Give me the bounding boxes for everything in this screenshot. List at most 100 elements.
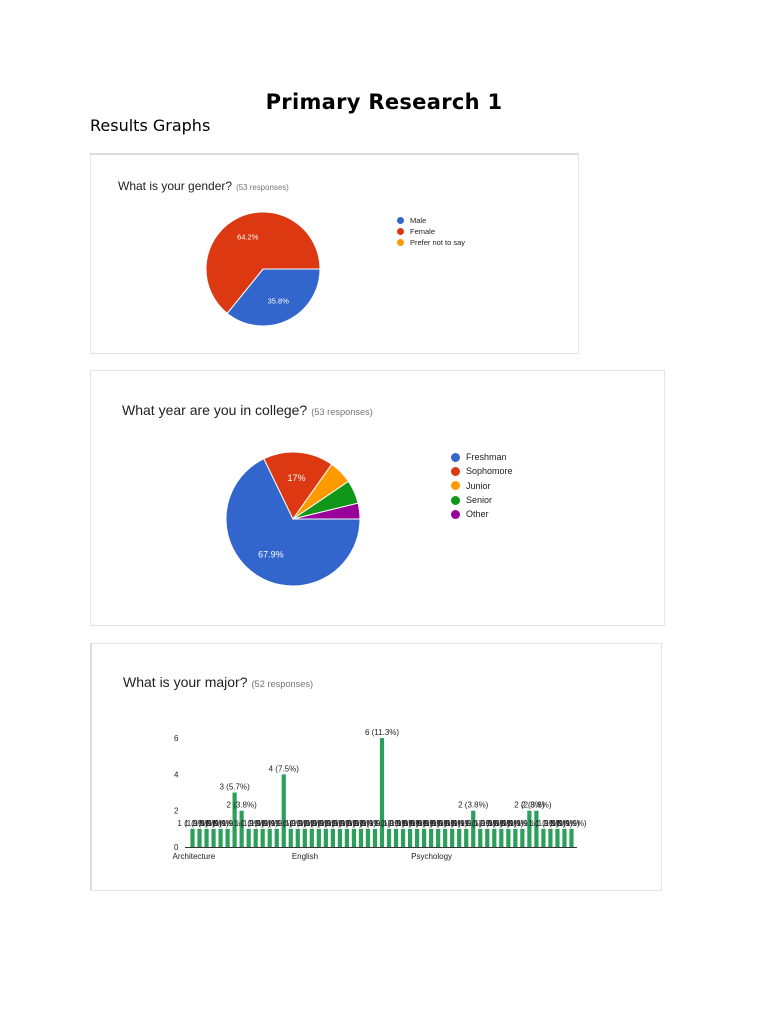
major-bar-34[interactable] — [429, 828, 434, 847]
major-bar-24[interactable] — [358, 828, 364, 847]
major-bar-6[interactable] — [232, 792, 237, 847]
major-bar-1[interactable] — [197, 828, 202, 847]
major-bar-27[interactable] — [379, 738, 385, 847]
major-bar-label-34: 1 (1.9%) — [416, 819, 447, 828]
major-bar-53[interactable] — [562, 828, 567, 847]
major-bar-51[interactable] — [548, 828, 553, 847]
major-bar-12[interactable] — [274, 828, 279, 847]
major-bar-22[interactable] — [344, 828, 350, 847]
major-bar-4[interactable] — [218, 828, 223, 847]
major-bar-18[interactable] — [316, 828, 321, 847]
legend-label-other: Other — [466, 509, 489, 520]
major-bar-29[interactable] — [393, 828, 399, 847]
major-bar-label-9: 1 (1.9%) — [241, 819, 272, 828]
major-bar-52[interactable] — [555, 828, 560, 847]
major-bar-30[interactable] — [400, 828, 406, 847]
year-response-count: (53 responses) — [311, 407, 373, 417]
major-bar-label-40: 2 (3.8%) — [458, 801, 489, 810]
year-slice-sophomore[interactable] — [263, 451, 333, 520]
major-bar-label-27: 6 (11.3%) — [365, 728, 399, 737]
major-bar-41[interactable] — [478, 828, 483, 847]
major-response-count: (52 responses) — [251, 679, 314, 689]
major-bar-label-4: 1 (1.9%) — [205, 819, 236, 828]
major-bar-42[interactable] — [485, 828, 490, 847]
major-y-tick-2: 2 — [174, 807, 179, 816]
major-bar-37[interactable] — [450, 828, 455, 847]
gender-slice-male[interactable] — [226, 268, 321, 327]
major-bar-label-46: 1 (1.9%) — [500, 819, 531, 828]
major-bar-28[interactable] — [386, 828, 392, 847]
major-bar-25[interactable] — [365, 828, 371, 847]
year-slice-label-freshman: 67.9% — [258, 549, 284, 559]
year-slice-freshman[interactable] — [225, 458, 361, 587]
major-bar-5[interactable] — [225, 828, 230, 847]
major-bar-label-33: 1 (1.9%) — [409, 819, 440, 828]
major-bar-label-44: 1 (1.9%) — [486, 819, 517, 828]
legend-item-male[interactable]: Male — [397, 215, 465, 226]
major-bar-label-23: 1 (1.9%) — [339, 819, 370, 828]
major-bar-14[interactable] — [288, 828, 293, 847]
major-question-title: What is your major? (52 responses) — [123, 674, 313, 690]
major-bar-40[interactable] — [471, 810, 476, 847]
major-bar-8[interactable] — [246, 828, 251, 847]
major-bar-50[interactable] — [541, 828, 546, 847]
major-bar-44[interactable] — [499, 828, 504, 847]
major-bar-35[interactable] — [436, 828, 441, 847]
gender-chart-card: What is your gender? (53 responses) 35.8%… — [90, 153, 579, 354]
legend-item-female[interactable]: Female — [397, 226, 465, 237]
major-bar-label-24: 1 (1.9%) — [346, 819, 377, 828]
major-bar-33[interactable] — [422, 828, 427, 847]
major-bar-label-1: 1 (1.9%) — [184, 819, 215, 828]
major-bar-label-12: 1 (1.9%) — [262, 819, 293, 828]
major-bar-label-54: 1 (1.9%) — [556, 819, 587, 828]
major-bar-26[interactable] — [372, 828, 378, 847]
major-bar-36[interactable] — [443, 828, 448, 847]
year-slice-other[interactable] — [292, 502, 361, 520]
legend-item-other[interactable]: Other — [451, 507, 513, 521]
major-bar-0[interactable] — [190, 828, 195, 847]
major-bar-label-6: 3 (5.7%) — [220, 783, 251, 792]
major-chart-card: What is your major? (52 responses) 0 2 4 6 1 … — [90, 643, 662, 891]
major-bar-label-29: 1 (1.9%) — [381, 819, 412, 828]
major-bar-39[interactable] — [464, 828, 469, 847]
document-subtitle: Results Graphs — [90, 116, 211, 135]
legend-item-freshman[interactable]: Freshman — [451, 450, 513, 464]
major-bar-11[interactable] — [267, 828, 272, 847]
legend-item-prefer-not-to-say[interactable]: Prefer not to say — [397, 237, 465, 248]
year-slice-label-sophomore: 17% — [287, 473, 305, 483]
major-bar-45[interactable] — [506, 828, 511, 847]
major-bar-31[interactable] — [407, 828, 413, 847]
major-bar-21[interactable] — [337, 828, 342, 847]
major-bar-43[interactable] — [492, 828, 497, 847]
major-bar-7[interactable] — [239, 810, 244, 847]
major-bar-label-0: 1 (1.9%) — [177, 819, 208, 828]
legend-label-female: Female — [410, 227, 436, 236]
major-bar-48[interactable] — [527, 810, 532, 847]
major-bar-16[interactable] — [302, 828, 307, 847]
major-bar-label-16: 1 (1.9%) — [290, 819, 321, 828]
major-bar-17[interactable] — [309, 828, 314, 847]
major-bar-46[interactable] — [513, 828, 518, 847]
major-bar-9[interactable] — [253, 828, 258, 847]
legend-item-sophomore[interactable]: Sophomore — [451, 464, 513, 478]
legend-item-junior[interactable]: Junior — [451, 479, 513, 493]
major-bar-19[interactable] — [323, 828, 328, 847]
major-bar-20[interactable] — [330, 828, 335, 847]
major-bar-2[interactable] — [204, 828, 209, 847]
major-bar-15[interactable] — [295, 828, 300, 847]
major-bar-label-14: 1 (1.9%) — [276, 819, 307, 828]
major-bar-10[interactable] — [260, 828, 265, 847]
major-bar-23[interactable] — [351, 828, 357, 847]
major-bar-13[interactable] — [281, 774, 286, 847]
major-bar-49[interactable] — [534, 810, 539, 847]
major-bar-54[interactable] — [569, 828, 574, 847]
major-bar-38[interactable] — [457, 828, 462, 847]
major-bar-47[interactable] — [520, 828, 525, 847]
major-bar-label-51: 1 (1.9%) — [535, 819, 566, 828]
legend-label-freshman: Freshman — [466, 452, 507, 463]
major-bar-32[interactable] — [414, 828, 420, 847]
major-bar-3[interactable] — [211, 828, 216, 847]
legend-item-senior[interactable]: Senior — [451, 493, 513, 507]
gender-slice-female[interactable] — [205, 211, 321, 315]
